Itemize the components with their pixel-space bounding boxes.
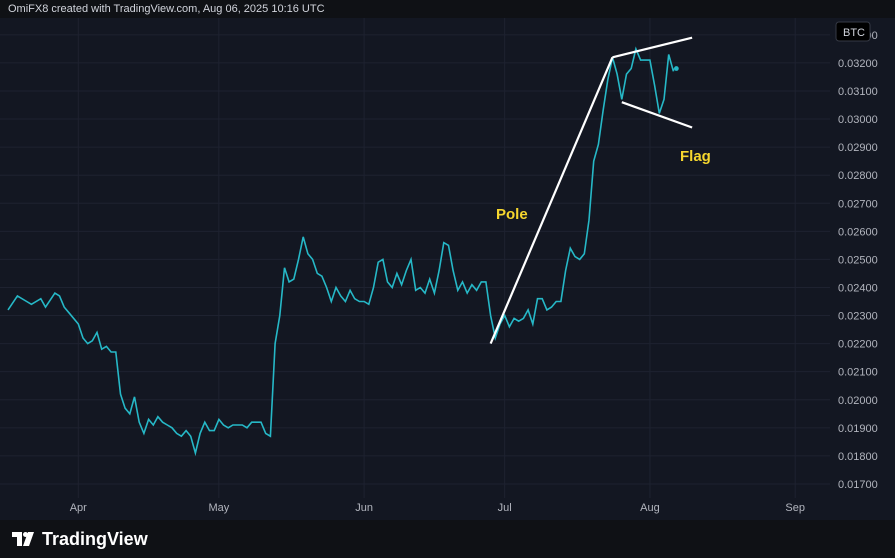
x-tick-label: Jul bbox=[498, 502, 512, 514]
y-tick-label: 0.02800 bbox=[838, 170, 878, 182]
y-tick-label: 0.02700 bbox=[838, 198, 878, 210]
time-axis[interactable]: Apr May Jun Jul Aug Sep bbox=[70, 502, 805, 514]
tradingview-brand-text: TradingView bbox=[42, 528, 148, 549]
chart-area[interactable]: 0.033000.032000.031000.030000.029000.028… bbox=[0, 18, 895, 520]
grid-lines bbox=[0, 18, 830, 498]
flag-label: Flag bbox=[680, 148, 711, 165]
pole-label: Pole bbox=[496, 206, 528, 223]
x-tick-label: May bbox=[208, 502, 229, 514]
y-tick-label: 0.03200 bbox=[838, 58, 878, 70]
x-tick-label: Aug bbox=[640, 502, 660, 514]
y-tick-label: 0.01700 bbox=[838, 479, 878, 491]
pole-trendline[interactable] bbox=[489, 56, 614, 345]
y-tick-label: 0.03100 bbox=[838, 86, 878, 98]
price-axis[interactable]: 0.033000.032000.031000.030000.029000.028… bbox=[838, 30, 878, 491]
symbol-badge: BTC bbox=[835, 21, 871, 42]
chart-attribution: OmiFX8 created with TradingView.com, Aug… bbox=[0, 0, 895, 18]
y-tick-label: 0.03000 bbox=[838, 114, 878, 126]
y-tick-label: 0.02900 bbox=[838, 142, 878, 154]
y-tick-label: 0.02300 bbox=[838, 311, 878, 323]
y-tick-label: 0.01800 bbox=[838, 451, 878, 463]
last-price-marker bbox=[673, 66, 679, 71]
flag-lower-trendline[interactable] bbox=[621, 101, 693, 129]
y-tick-label: 0.02400 bbox=[838, 282, 878, 294]
y-tick-label: 0.01900 bbox=[838, 423, 878, 435]
plot-background bbox=[0, 18, 895, 520]
x-tick-label: Apr bbox=[70, 502, 87, 514]
price-chart[interactable]: 0.033000.032000.031000.030000.029000.028… bbox=[0, 18, 895, 520]
y-tick-label: 0.02500 bbox=[838, 254, 878, 266]
y-tick-label: 0.02100 bbox=[838, 367, 878, 379]
price-axis-panel bbox=[830, 18, 895, 520]
y-tick-label: 0.02200 bbox=[838, 339, 878, 351]
footer-brand: TradingView bbox=[0, 520, 895, 558]
x-tick-label: Sep bbox=[785, 502, 805, 514]
symbol-label: BTC bbox=[843, 27, 865, 39]
price-series-line bbox=[7, 46, 675, 457]
y-tick-label: 0.02600 bbox=[838, 226, 878, 238]
y-tick-label: 0.02000 bbox=[838, 395, 878, 407]
flag-upper-trendline[interactable] bbox=[612, 36, 693, 59]
x-tick-label: Jun bbox=[355, 502, 373, 514]
tradingview-logo-icon bbox=[12, 532, 36, 546]
